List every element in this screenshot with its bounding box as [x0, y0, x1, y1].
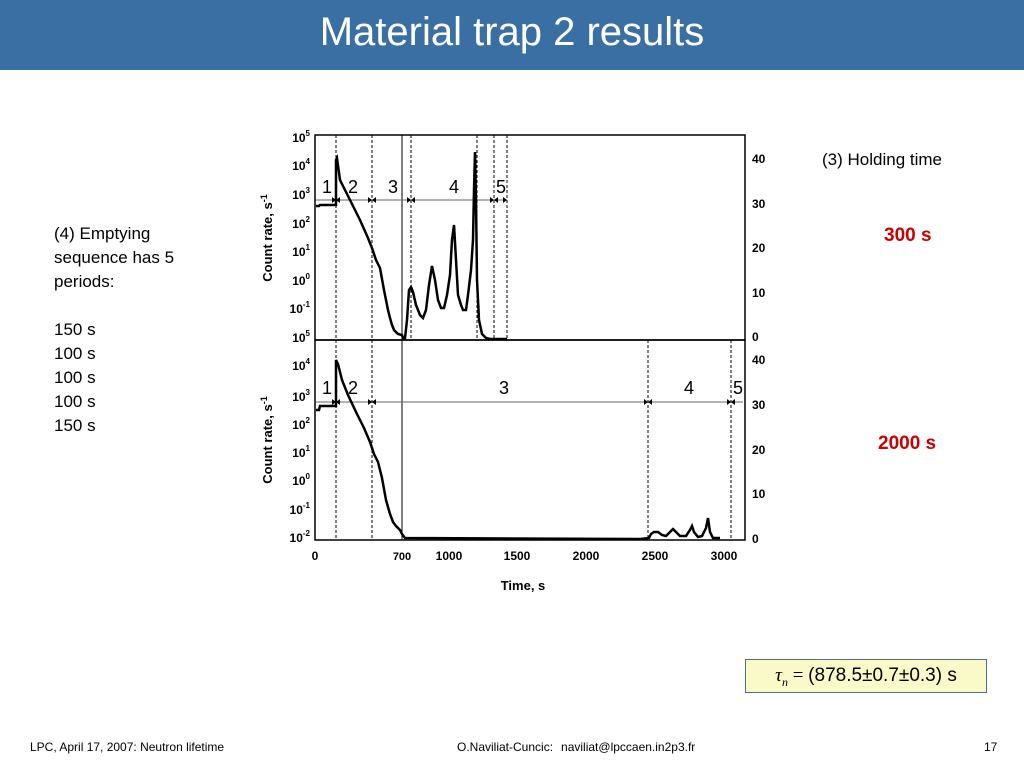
arrow-head	[494, 197, 498, 203]
ytick-top-1e2: 102	[292, 215, 310, 231]
xtick-3000: 3000	[711, 549, 738, 563]
ytick-right-bot-30: 30	[752, 398, 766, 412]
text-line	[54, 294, 174, 318]
top-period-label-3: 3	[388, 177, 398, 197]
arrow-head	[372, 197, 376, 203]
xtick-1000: 1000	[436, 549, 463, 563]
footer-event: LPC, April 17, 2007: Neutron lifetime	[30, 740, 225, 754]
ytick-bot-1e0: 100	[292, 472, 310, 488]
lifetime-value: (878.5±0.7±0.3) s	[808, 665, 957, 686]
arrow-head	[407, 197, 411, 203]
ytick-bot-1e5: 105	[292, 329, 310, 345]
text-line: 150 s	[54, 320, 96, 339]
footer-contact: O.Naviliat-Cuncic: naviliat@lpccaen.in2p3…	[457, 740, 703, 754]
top-count-rate-trace	[316, 151, 507, 341]
arrow-head	[336, 197, 340, 203]
arrow-head	[503, 197, 507, 203]
ytick-right-top-40: 40	[752, 152, 766, 166]
arrow-head	[490, 197, 494, 203]
ytick-bot-1e4: 104	[292, 357, 310, 373]
bot-period-label-3: 3	[499, 378, 509, 398]
bottom-count-rate-trace	[316, 359, 720, 541]
ytick-bot-1e1: 101	[292, 444, 310, 460]
xtick-0: 0	[312, 549, 319, 563]
arrow-head	[368, 197, 372, 203]
slide-title: Material trap 2 results	[319, 10, 705, 54]
xlabel: Time, s	[501, 578, 546, 593]
ytick-bot-1e-2: 10-2	[290, 529, 311, 545]
top-period-label-4: 4	[449, 177, 459, 197]
holding-time-label: (3) Holding time	[822, 150, 942, 169]
tau-subscript: n	[781, 674, 788, 689]
text-line: 100 s	[54, 368, 96, 387]
equals-sign: =	[787, 665, 809, 686]
ytick-top-1e1: 101	[292, 243, 310, 259]
ytick-bot-1e2: 102	[292, 416, 310, 432]
ytick-top-1e0: 100	[292, 272, 310, 288]
emptying-sequence-text: (4) Emptying sequence has 5 periods: 150…	[54, 222, 174, 438]
bottom-panel-frame	[314, 339, 746, 541]
text-line: sequence has 5	[54, 248, 175, 267]
footer-email: naviliat@lpccaen.in2p3.fr	[561, 740, 696, 754]
arrow-head	[411, 197, 415, 203]
xtick-2000: 2000	[573, 549, 600, 563]
top-period-label-5: 5	[496, 177, 506, 197]
title-bar: Material trap 2 results	[0, 0, 1024, 70]
xtick-700: 700	[393, 551, 411, 563]
ytick-bot-1e3: 103	[292, 388, 310, 404]
arrow-head	[372, 399, 376, 405]
arrow-head	[731, 399, 735, 405]
arrow-head	[336, 399, 340, 405]
text-line: 100 s	[54, 344, 96, 363]
arrow-head	[332, 197, 336, 203]
top-panel-frame	[314, 134, 746, 341]
bot-period-label-1: 1	[322, 378, 332, 398]
ytick-right-bot-10: 10	[752, 487, 766, 501]
xtick-2500: 2500	[642, 549, 669, 563]
text-line: (4) Emptying	[54, 224, 151, 243]
text-line: 100 s	[54, 392, 96, 411]
ytick-top-1e5: 105	[292, 129, 310, 145]
ytick-right-bot-20: 20	[752, 443, 766, 457]
arrow-head	[648, 399, 652, 405]
ytick-right-top-10: 10	[752, 286, 766, 300]
top-period-label-1: 1	[322, 177, 332, 197]
ytick-right-top-0: 0	[752, 330, 759, 344]
text-line: 150 s	[54, 416, 96, 435]
ylabel-bottom: Count rate, s-1	[259, 396, 275, 483]
page-number: 17	[984, 740, 998, 754]
bot-period-label-5: 5	[733, 378, 743, 398]
top-period-label-2: 2	[348, 177, 358, 197]
ytick-bot-1e-1: 10-1	[290, 501, 311, 517]
xtick-1500: 1500	[504, 549, 531, 563]
ytick-right-top-20: 20	[752, 241, 766, 255]
bot-period-label-4: 4	[684, 378, 694, 398]
holding-time-2000: 2000 s	[878, 433, 937, 454]
holding-time-300: 300 s	[884, 225, 932, 246]
arrow-head	[368, 399, 372, 405]
tau-symbol: τ	[775, 665, 782, 686]
count-rate-figure: 105 104 103 102 101 100 10-1 105 104 103…	[259, 129, 766, 593]
ylabel-top: Count rate, s-1	[259, 194, 275, 281]
ytick-right-top-30: 30	[752, 197, 766, 211]
ytick-top-1e4: 104	[292, 157, 310, 173]
ytick-top-1e-1: 10-1	[290, 300, 311, 316]
ytick-right-bot-0: 0	[752, 532, 759, 546]
ytick-top-1e3: 103	[292, 186, 310, 202]
footer-author: O.Naviliat-Cuncic:	[457, 740, 554, 754]
bot-period-label-2: 2	[348, 378, 358, 398]
ytick-right-bot-40: 40	[752, 353, 766, 367]
arrow-head	[644, 399, 648, 405]
text-line: periods:	[54, 272, 115, 291]
arrow-head	[332, 399, 336, 405]
arrow-head	[727, 399, 731, 405]
lifetime-result-box: τn = (878.5±0.7±0.3) s	[745, 659, 987, 693]
